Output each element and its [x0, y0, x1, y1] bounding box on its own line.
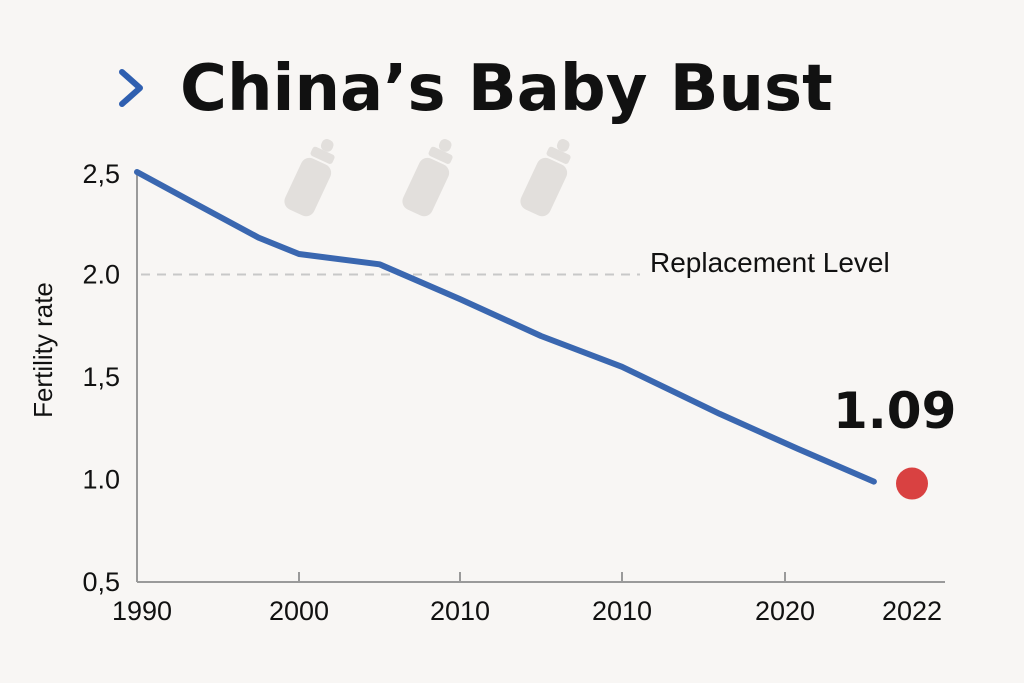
- x-tick-label: 2010: [592, 596, 652, 626]
- fertility-series-line: [134, 169, 877, 485]
- y-tick-label: 2.0: [82, 260, 120, 290]
- y-tick-label: 2,5: [82, 159, 120, 189]
- baby-bottle-icon: [520, 139, 571, 217]
- y-tick-label: 1.0: [82, 465, 120, 495]
- baby-bottle-icon: [284, 139, 335, 217]
- x-tick-label: 2022: [882, 596, 942, 626]
- x-ticks: 1990 2000 2010 2010 2020 2022: [112, 572, 942, 626]
- y-ticks: 2,5 2.0 1,5 1.0 0,5: [82, 159, 120, 597]
- x-tick-label: 1990: [112, 596, 172, 626]
- x-tick-label: 2010: [430, 596, 490, 626]
- y-tick-label: 1,5: [82, 362, 120, 392]
- y-tick-label: 0,5: [82, 567, 120, 597]
- x-tick-label: 2020: [755, 596, 815, 626]
- endpoint-marker: [896, 467, 928, 500]
- chart-title: China’s Baby Bust: [180, 52, 833, 126]
- endpoint-callout: 1.09: [833, 382, 956, 440]
- replacement-level-label: Replacement Level: [650, 247, 890, 278]
- baby-bottle-icon: [402, 139, 453, 217]
- baby-bottles: [284, 139, 571, 217]
- chevron-right-icon: [119, 69, 143, 107]
- x-tick-label: 2000: [269, 596, 329, 626]
- y-axis-label: Fertility rate: [28, 282, 58, 418]
